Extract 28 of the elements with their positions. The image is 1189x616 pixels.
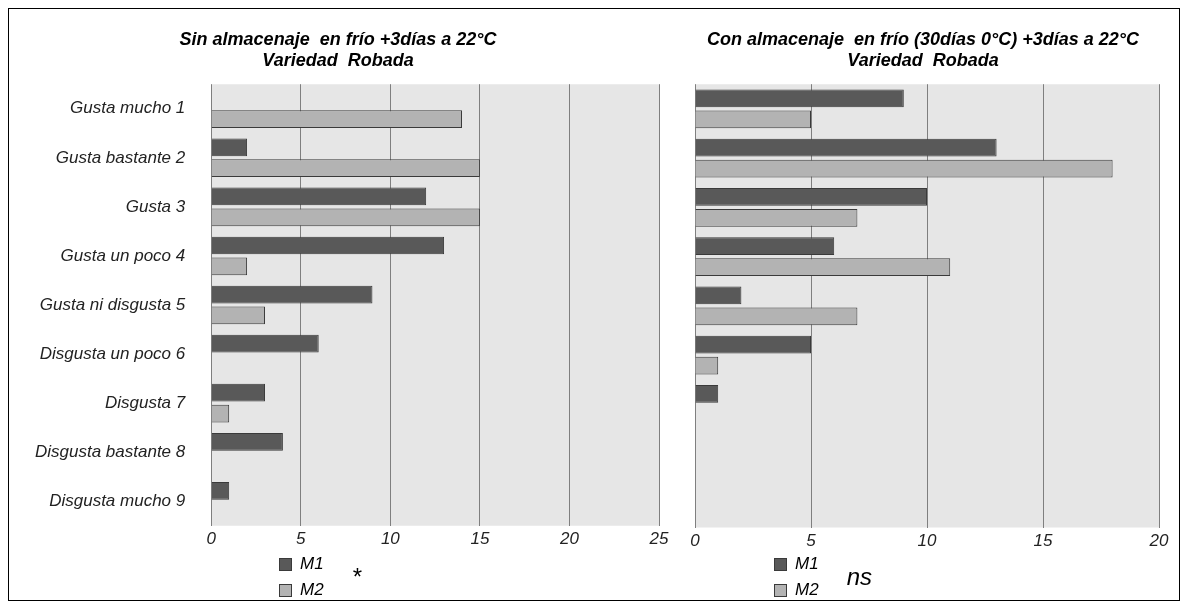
legend-label: M2 [795, 580, 819, 600]
x-tick-label: 10 [380, 528, 401, 548]
x-tick-label: 20 [558, 528, 580, 548]
legend-label: M1 [795, 554, 819, 574]
y-tick-label: Disgusta mucho 9 [49, 491, 186, 510]
y-tick-label: Gusta bastante 2 [55, 147, 186, 167]
text: * [351, 563, 361, 590]
legend-label: M1 [300, 554, 324, 574]
y-tick-label: Gusta un poco 4 [60, 245, 186, 265]
y-tick-label: Gusta mucho 1 [69, 98, 186, 118]
text: ns [846, 563, 872, 590]
x-tick-label: 10 [917, 530, 937, 550]
chart-title: Sin almacenaje en frío +3días a 22°C Variedad Robada [179, 28, 498, 71]
x-tick-label: 5 [806, 530, 817, 550]
y-tick-label: Disgusta 7 [104, 392, 186, 412]
x-tick-label: 15 [1033, 530, 1053, 550]
x-tick-label: 15 [470, 528, 490, 548]
y-tick-label: Disgusta bastante 8 [35, 441, 186, 461]
x-tick-label: 0 [206, 528, 217, 548]
chart-title: Con almacenaje en frío (30días 0°C) +3días a 22°C Variedad Robada [706, 28, 1141, 71]
x-tick-label: 20 [1148, 530, 1169, 550]
x-tick-label: 0 [690, 530, 701, 550]
y-tick-label: Gusta 3 [125, 196, 186, 216]
x-tick-label: 5 [296, 528, 307, 548]
legend-label: M2 [300, 580, 324, 600]
y-tick-label: Disgusta un poco 6 [39, 343, 186, 363]
y-tick-label: Gusta ni disgusta 5 [39, 294, 186, 314]
x-tick-label: 25 [648, 528, 669, 548]
